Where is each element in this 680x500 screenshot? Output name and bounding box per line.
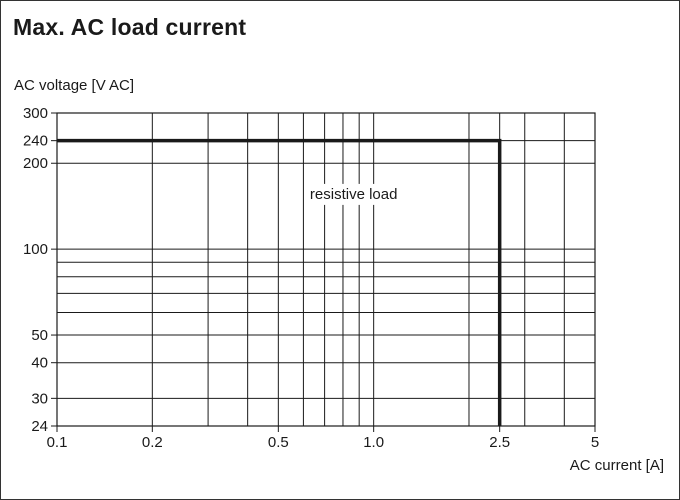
series-line	[57, 138, 502, 426]
x-tick-label: 5	[591, 434, 599, 451]
y-axis-label: AC voltage [V AC]	[14, 77, 134, 94]
x-tick-label: 1.0	[363, 434, 384, 451]
y-tick-label: 300	[23, 105, 48, 122]
x-axis-label: AC current [A]	[570, 457, 664, 474]
y-tick-label: 200	[23, 155, 48, 172]
x-tick-label: 0.2	[142, 434, 163, 451]
y-tick-label: 50	[31, 327, 48, 344]
y-tick-label: 30	[31, 390, 48, 407]
chart-title: Max. AC load current	[13, 14, 247, 40]
y-tick-label: 240	[23, 133, 48, 150]
annotation-label: resistive load	[310, 186, 398, 203]
y-tick-label: 100	[23, 241, 48, 258]
annotation-background	[306, 183, 401, 205]
plot-area	[56, 112, 596, 427]
y-tick-label: 24	[31, 418, 48, 435]
x-tick-label: 0.5	[268, 434, 289, 451]
x-tick-label: 0.1	[47, 434, 68, 451]
y-tick-label: 40	[31, 355, 48, 372]
x-tick-label: 2.5	[489, 434, 510, 451]
